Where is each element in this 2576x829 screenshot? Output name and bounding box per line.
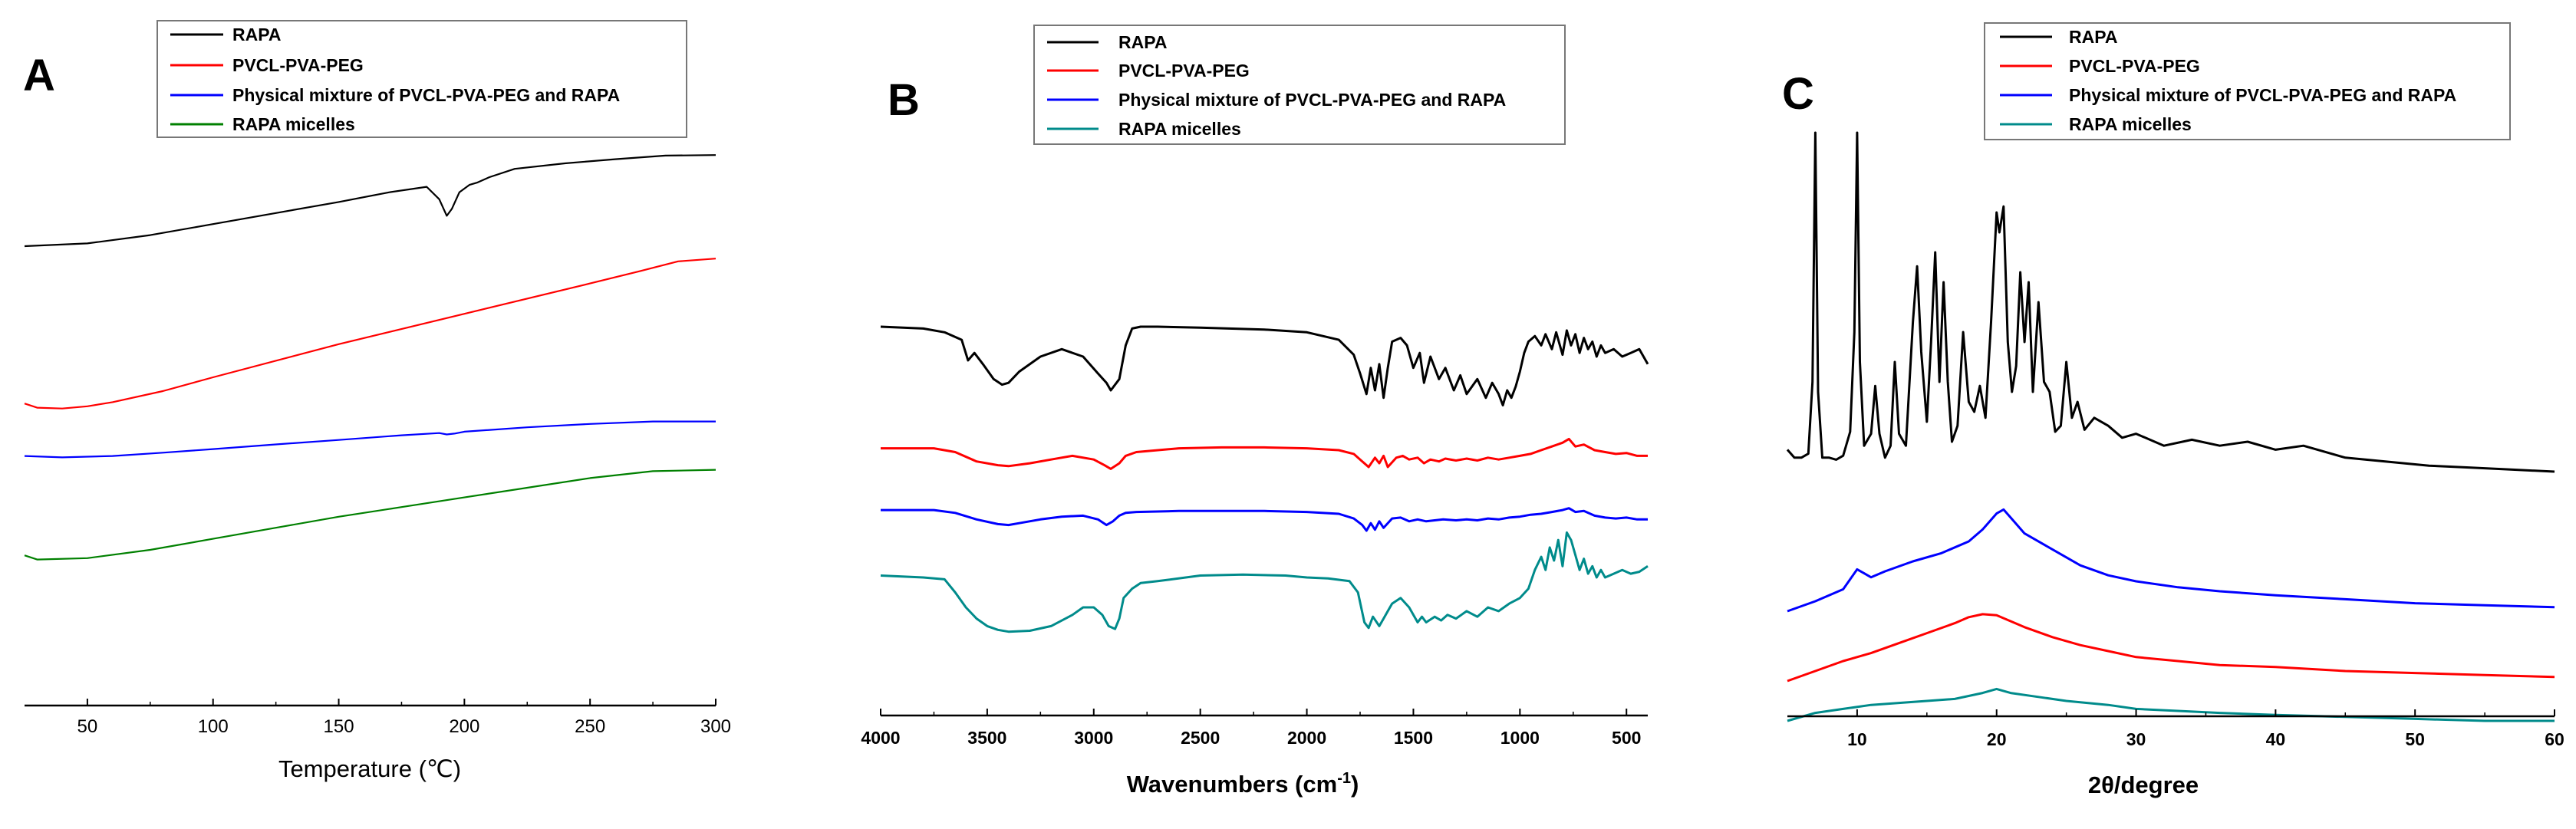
x-tick-label-c-30: 30 (2126, 729, 2146, 749)
x-ticks-c: 10 20 30 40 50 60 (1847, 709, 2564, 749)
legend-b-label-pvcl: PVCL-PVA-PEG (1118, 61, 1250, 81)
series-c-physical-mixture-of-pvcl-pva-peg-and-rapa (1787, 508, 2555, 613)
x-tick-label-b-1000: 1000 (1500, 728, 1540, 748)
panel-c: C RAPA PVCL-PVA-PEG Physical mixture of … (1782, 22, 2564, 798)
series-c-rapa (1786, 131, 2555, 473)
x-tick-label-c-50: 50 (2405, 729, 2425, 749)
legend-b: RAPA PVCL-PVA-PEG Physical mixture of PV… (1033, 25, 1566, 145)
series-a-pvcl-pva-peg (24, 258, 716, 410)
x-tick-label-b-2000: 2000 (1287, 728, 1326, 748)
x-axis-title-b-end: ) (1351, 771, 1359, 798)
x-tick-label-a-100: 100 (198, 716, 229, 737)
x-axis-title-b: Wavenumbers (cm-1) (1127, 770, 1359, 798)
legend-c: RAPA PVCL-PVA-PEG Physical mixture of PV… (1984, 22, 2511, 140)
series-b-rapa (880, 325, 1649, 406)
x-tick-label-a-250: 250 (575, 716, 605, 737)
x-ticks-b: 4000 3500 3000 2500 2000 1500 1000 500 (861, 709, 1641, 748)
panel-a-label: A (23, 51, 55, 100)
plot-area-c (1786, 131, 2555, 722)
legend-c-label-pvcl: PVCL-PVA-PEG (2069, 56, 2200, 76)
x-tick-label-a-200: 200 (449, 716, 479, 737)
x-axis-title-b-sup: -1 (1337, 770, 1351, 787)
legend-c-label-micelles: RAPA micelles (2069, 114, 2192, 134)
legend-a-box (156, 20, 687, 138)
legend-c-label-mixture: Physical mixture of PVCL-PVA-PEG and RAP… (2069, 85, 2456, 105)
legend-a-label-micelles: RAPA micelles (232, 114, 355, 134)
x-ticks-a: 50 100 150 200 250 300 (77, 699, 731, 737)
legend-a-label-mixture: Physical mixture of PVCL-PVA-PEG and RAP… (232, 85, 620, 105)
x-axis-title-a: Temperature (℃) (278, 755, 461, 782)
x-tick-label-b-500: 500 (1612, 728, 1641, 748)
plot-area-a (24, 154, 716, 561)
series-a-rapa-micelles (24, 469, 716, 561)
legend-b-label-mixture: Physical mixture of PVCL-PVA-PEG and RAP… (1118, 90, 1506, 110)
legend-b-label-rapa: RAPA (1118, 32, 1167, 52)
series-a-rapa (24, 154, 716, 248)
panel-a: A RAPA PVCL-PVA-PEG Physical mixture of … (23, 20, 731, 782)
panel-c-label: C (1782, 69, 1814, 119)
x-axis-title-c: 2θ/degree (2088, 771, 2199, 798)
series-a-physical-mixture-of-pvcl-pva-peg-and-rapa (24, 420, 716, 459)
legend-c-box (1984, 22, 2511, 140)
series-b-physical-mixture-of-pvcl-pva-peg-and-rapa (881, 507, 1648, 532)
legend-a: RAPA PVCL-PVA-PEG Physical mixture of PV… (156, 20, 687, 138)
legend-a-label-rapa: RAPA (232, 25, 281, 44)
x-tick-label-c-60: 60 (2545, 729, 2564, 749)
legend-b-label-micelles: RAPA micelles (1118, 119, 1241, 139)
x-axis-title-b-main: Wavenumbers (cm (1127, 771, 1338, 798)
x-tick-label-a-300: 300 (700, 716, 731, 737)
legend-a-label-pvcl: PVCL-PVA-PEG (232, 55, 364, 75)
x-tick-label-b-3500: 3500 (967, 728, 1006, 748)
x-tick-label-b-2500: 2500 (1181, 728, 1220, 748)
plot-area-b (880, 325, 1649, 633)
x-tick-label-b-4000: 4000 (861, 728, 900, 748)
panel-b: B RAPA PVCL-PVA-PEG Physical mixture of … (861, 25, 1649, 798)
x-tick-label-c-40: 40 (2266, 729, 2286, 749)
x-tick-label-a-150: 150 (324, 716, 354, 737)
x-tick-label-b-3000: 3000 (1074, 728, 1113, 748)
x-tick-label-b-1500: 1500 (1394, 728, 1433, 748)
panel-b-label: B (888, 75, 920, 125)
x-tick-label-c-10: 10 (1847, 729, 1867, 749)
x-tick-label-a-50: 50 (77, 716, 98, 737)
series-b-rapa-micelles (880, 531, 1649, 633)
legend-c-label-rapa: RAPA (2069, 27, 2117, 47)
legend-b-box (1033, 25, 1566, 145)
series-b-pvcl-pva-peg (881, 437, 1648, 470)
series-c-pvcl-pva-peg (1787, 613, 2555, 683)
x-tick-label-c-20: 20 (1987, 729, 2007, 749)
